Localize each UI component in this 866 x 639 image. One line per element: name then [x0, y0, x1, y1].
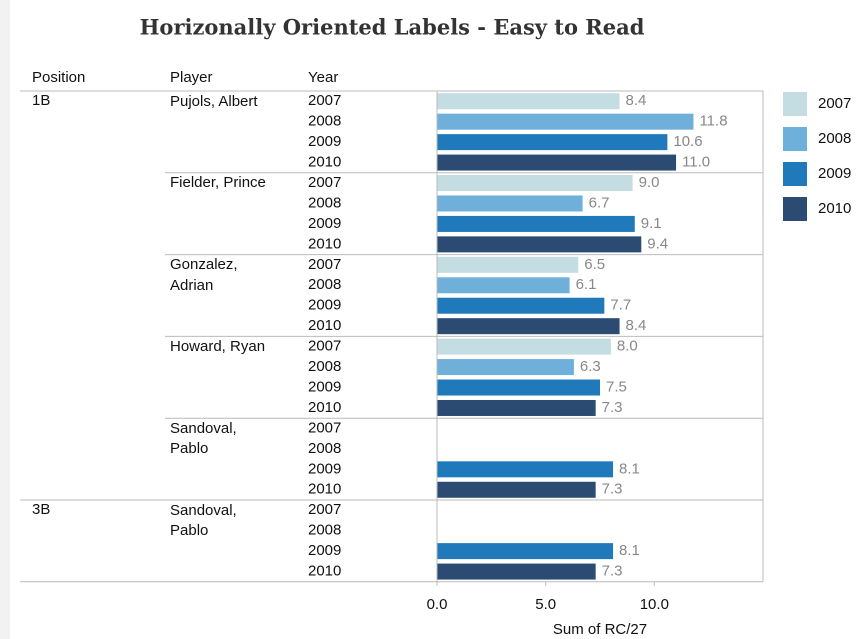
- bar: [437, 154, 677, 171]
- legend-swatch: [783, 127, 807, 151]
- position-label: 1B: [32, 92, 50, 109]
- year-label: 2010: [308, 317, 341, 334]
- bar: [437, 379, 600, 396]
- year-label: 2007: [308, 92, 341, 109]
- year-label: 2010: [308, 399, 341, 416]
- year-label: 2008: [308, 113, 341, 130]
- value-label: 8.4: [626, 92, 647, 109]
- bar: [437, 175, 633, 192]
- bar: [437, 195, 583, 212]
- year-label: 2008: [308, 358, 341, 375]
- bar: [437, 359, 574, 376]
- value-label: 6.5: [584, 256, 605, 273]
- value-label: 8.1: [619, 542, 640, 559]
- year-label: 2007: [308, 256, 341, 273]
- year-label: 2009: [308, 215, 341, 232]
- year-label: 2009: [308, 542, 341, 559]
- legend-label: 2010: [818, 200, 851, 217]
- value-label: 8.4: [626, 317, 647, 334]
- bar: [437, 93, 620, 110]
- player-label: Fielder, Prince: [170, 174, 266, 192]
- player-label: Sandoval, Pablo: [170, 419, 237, 458]
- x-tick-label: 0.0: [427, 596, 448, 613]
- year-label: 2010: [308, 154, 341, 171]
- legend-swatch: [783, 197, 807, 221]
- bar: [437, 113, 694, 130]
- legend-swatch: [783, 92, 807, 116]
- legend-label: 2007: [818, 95, 851, 112]
- value-label: 6.3: [580, 358, 601, 375]
- bar: [437, 399, 596, 416]
- year-label: 2010: [308, 235, 341, 252]
- bar: [437, 277, 570, 294]
- year-label: 2010: [308, 481, 341, 498]
- bar: [437, 215, 635, 232]
- bar: [437, 563, 596, 580]
- x-tick-label: 5.0: [535, 596, 556, 613]
- bar: [437, 481, 596, 498]
- year-label: 2008: [308, 440, 341, 457]
- x-tick-label: 10.0: [640, 596, 669, 613]
- player-label: Howard, Ryan: [170, 337, 266, 355]
- value-label: 11.0: [682, 154, 710, 171]
- column-header: Year: [308, 69, 338, 86]
- year-label: 2008: [308, 522, 341, 539]
- legend-swatch: [783, 162, 807, 186]
- player-label: Gonzalez, Adrian: [170, 256, 238, 294]
- year-label: 2009: [308, 297, 341, 314]
- value-label: 7.7: [610, 297, 631, 314]
- value-label: 9.0: [639, 174, 660, 191]
- value-label: 7.3: [602, 481, 623, 498]
- value-label: 8.1: [619, 460, 640, 477]
- year-label: 2007: [308, 174, 341, 191]
- bar: [437, 543, 614, 560]
- value-label: 8.0: [617, 338, 638, 355]
- bar: [437, 134, 668, 151]
- year-label: 2009: [308, 378, 341, 395]
- year-label: 2007: [308, 419, 341, 436]
- value-label: 7.3: [602, 399, 623, 416]
- value-label: 9.1: [641, 215, 662, 232]
- value-label: 10.6: [673, 133, 702, 150]
- player-label: Pujols, Albert: [170, 92, 258, 110]
- chart-title: Horizonally Oriented Labels - Easy to Re…: [140, 15, 645, 40]
- value-label: 11.8: [699, 113, 727, 130]
- bar: [437, 236, 642, 253]
- year-label: 2007: [308, 338, 341, 355]
- bar: [437, 297, 605, 314]
- bar: [437, 461, 614, 478]
- x-axis-label: Sum of RC/27: [553, 621, 647, 638]
- bar: [437, 318, 620, 335]
- legend-label: 2009: [818, 165, 851, 182]
- bar: [437, 256, 579, 273]
- bar: [437, 338, 611, 355]
- value-label: 9.4: [647, 235, 668, 252]
- value-label: 6.7: [589, 194, 610, 211]
- column-header: Player: [170, 69, 213, 86]
- year-label: 2007: [308, 501, 341, 518]
- value-label: 7.3: [602, 563, 623, 580]
- column-header: Position: [32, 69, 85, 86]
- year-label: 2008: [308, 194, 341, 211]
- value-label: 6.1: [576, 276, 597, 293]
- legend-label: 2008: [818, 130, 851, 147]
- year-label: 2010: [308, 563, 341, 580]
- value-label: 7.5: [606, 378, 627, 395]
- chart-page: Horizonally Oriented Labels - Easy to Re…: [10, 0, 866, 639]
- year-label: 2008: [308, 276, 341, 293]
- player-label: Sandoval, Pablo: [170, 501, 237, 539]
- position-label: 3B: [32, 501, 50, 518]
- year-label: 2009: [308, 460, 341, 477]
- year-label: 2009: [308, 133, 341, 150]
